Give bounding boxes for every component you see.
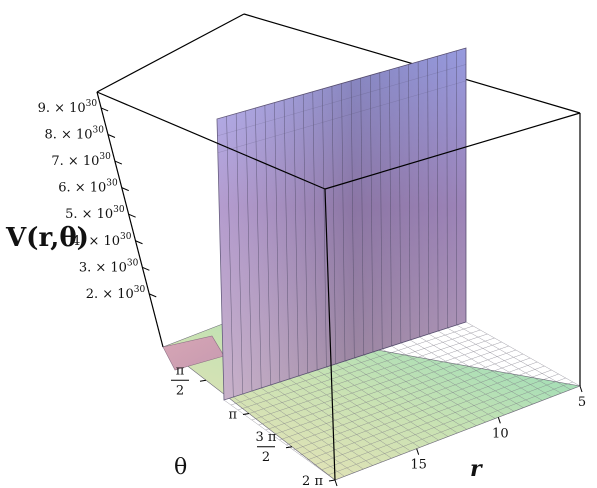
- theta-tick-label: 2 π: [302, 474, 323, 488]
- z-tick-mark: [107, 134, 116, 138]
- theta-tick-label: π2: [171, 363, 189, 398]
- svg-text:9. × 1030: 9. × 1030: [38, 99, 98, 116]
- theta-tick-mark: [199, 379, 207, 382]
- z-tick-label: 7. × 1030: [51, 152, 111, 169]
- r-tick-mark: [579, 385, 583, 393]
- z-tick-mark: [142, 266, 150, 271]
- z-tick-label: 9. × 1030: [38, 99, 98, 116]
- svg-text:2. × 1030: 2. × 1030: [86, 285, 146, 302]
- theta-tick-mark: [242, 413, 250, 415]
- svg-text:4. × 1030: 4. × 1030: [72, 232, 132, 249]
- surface-wall: [216, 47, 467, 401]
- z-tick-label: 6. × 1030: [58, 179, 118, 196]
- floor-grid: [223, 321, 581, 481]
- svg-text:3. × 1030: 3. × 1030: [79, 258, 139, 275]
- svg-text:7. × 1030: 7. × 1030: [51, 152, 111, 169]
- r-tick-mark: [497, 417, 501, 424]
- z-tick-mark: [128, 213, 136, 218]
- svg-text:8. × 1030: 8. × 1030: [44, 126, 104, 143]
- svg-text:π: π: [176, 363, 185, 378]
- r-axis-label: r: [470, 456, 483, 482]
- z-tick-label: 2. × 1030: [86, 285, 146, 302]
- svg-text:2: 2: [262, 450, 270, 465]
- z-tick-mark: [135, 240, 143, 245]
- svg-text:2 π: 2 π: [302, 474, 323, 488]
- theta-axis-label: θ: [174, 455, 187, 480]
- z-tick-label: 8. × 1030: [44, 126, 104, 143]
- svg-text:6. × 1030: 6. × 1030: [58, 179, 118, 196]
- box-front-edges: [96, 91, 581, 481]
- r-tick-label: 15: [410, 458, 427, 473]
- svg-text:5. × 1030: 5. × 1030: [65, 205, 125, 222]
- z-tick-mark: [121, 187, 129, 192]
- z-tick-label: 3. × 1030: [79, 258, 139, 275]
- theta-tick-mark: [328, 479, 336, 482]
- r-tick-label: 10: [492, 426, 509, 441]
- svg-text:2: 2: [176, 383, 184, 398]
- theta-tick-label: 3 π2: [256, 430, 277, 465]
- z-tick-label: 5. × 1030: [65, 205, 125, 222]
- z-tick-mark: [149, 293, 157, 298]
- r-tick-mark: [416, 448, 420, 455]
- z-axis-label: V(r,θ): [5, 223, 89, 253]
- r-axis-ticks: 5101520: [334, 385, 586, 487]
- r-tick-label: 5: [578, 395, 586, 410]
- z-tick-mark: [114, 160, 123, 165]
- z-tick-mark: [100, 107, 109, 112]
- svg-text:3 π: 3 π: [256, 430, 277, 445]
- z-tick-label: 4. × 1030: [72, 232, 132, 249]
- r-tick-mark: [334, 479, 338, 487]
- theta-tick-label: π: [228, 408, 237, 423]
- z-axis-ticks: 2. × 1030 3. × 1030 4. × 1030 5. × 1030 6. ×…: [38, 99, 157, 302]
- svg-text:π: π: [228, 408, 237, 423]
- theta-tick-mark: [285, 446, 293, 449]
